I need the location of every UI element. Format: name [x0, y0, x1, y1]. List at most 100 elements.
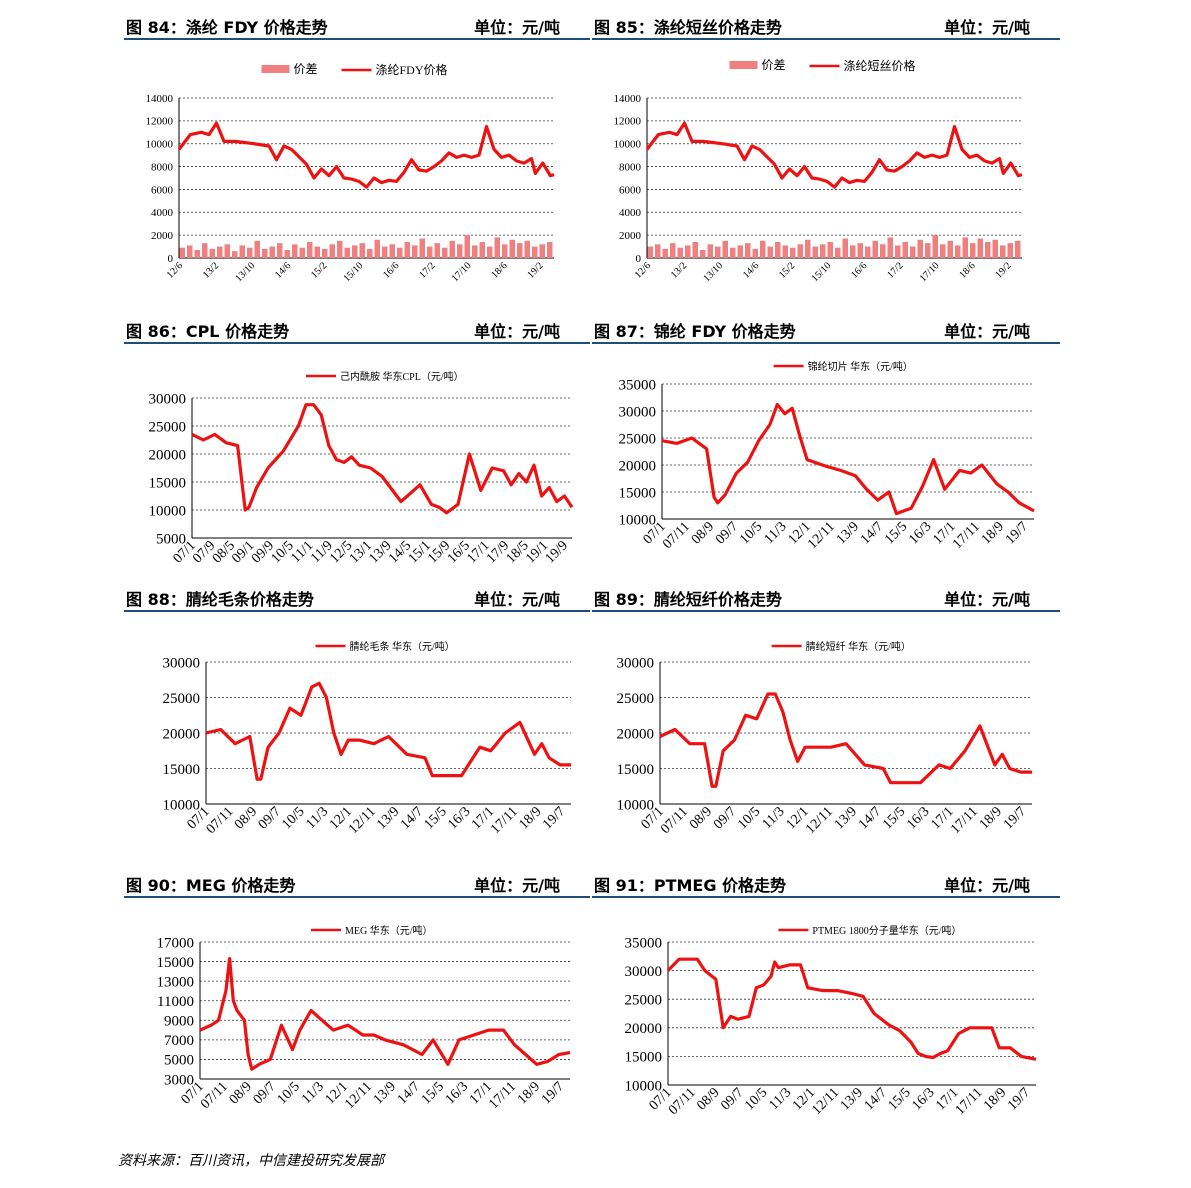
spread-bar [269, 246, 275, 258]
x-tick-label: 09/7 [713, 519, 741, 547]
x-tick-label: 07/11 [666, 1085, 699, 1118]
x-tick-label: 18/9 [977, 804, 1005, 832]
spread-bar [692, 242, 698, 258]
spread-bar [397, 247, 403, 258]
spread-bar [820, 244, 826, 258]
x-tick-label: 13/9 [371, 1079, 399, 1107]
panel-fig91: 图 91：PTMEG 价格走势 单位：元/吨 10000 15000 20000 25… [592, 870, 1060, 1142]
legend-label: 价差 [294, 62, 318, 76]
panel-fig87: 图 87：锦纶 FDY 价格走势 单位：元/吨 10000 15000 20000 2… [592, 316, 1060, 578]
x-tick-label: 14/7 [856, 804, 884, 832]
spread-bar [895, 245, 901, 258]
legend-label: 腈纶短纤 华东（元/吨） [806, 640, 911, 653]
x-tick-label: 08/9 [694, 1085, 722, 1113]
spread-bar [887, 237, 893, 258]
spread-bar [1000, 245, 1006, 258]
panel-title: 图 88：腈纶毛条价格走势 [126, 590, 314, 609]
spread-bar [337, 240, 343, 258]
x-tick-label: 15/2 [777, 260, 797, 280]
y-tick-label: 25000 [619, 431, 657, 447]
x-tick-label: 09/7 [711, 804, 739, 832]
x-tick-label: 12/11 [342, 1079, 375, 1112]
spread-bar [775, 242, 781, 258]
x-tick-label: 16/3 [904, 804, 932, 832]
x-tick-label: 13/2 [669, 260, 689, 280]
y-tick-label: 15000 [619, 485, 657, 501]
legend-label: 腈纶毛条 华东（元/吨） [350, 640, 455, 653]
spread-bar [737, 245, 743, 258]
spread-bar [329, 244, 335, 258]
spread-bar [412, 245, 418, 258]
x-tick-label: 10/5 [275, 1079, 303, 1107]
spread-bar [790, 247, 796, 258]
spread-bar [307, 242, 313, 258]
x-tick-label: 15/5 [422, 804, 450, 832]
spread-bar [955, 245, 961, 258]
x-tick-label: 17/11 [486, 1079, 519, 1112]
spread-bar [382, 246, 388, 258]
y-tick-label: 20000 [619, 458, 657, 474]
y-tick-label: 10000 [625, 1078, 663, 1094]
y-tick-label: 4000 [619, 207, 642, 219]
spread-bar [752, 248, 758, 258]
y-tick-label: 2000 [151, 230, 174, 242]
spread-bar [880, 244, 886, 258]
spread-bar [502, 244, 508, 258]
spread-bar [509, 239, 515, 258]
x-tick-label: 14/6 [273, 260, 293, 280]
spread-bar [254, 240, 260, 258]
chart-fig89: 100001500020000250003000007/107/1108/909… [617, 640, 1032, 837]
spread-bar [685, 245, 691, 258]
y-tick-label: 2000 [619, 230, 642, 242]
spread-bar [517, 243, 523, 258]
spread-bar [322, 248, 328, 258]
series-line [645, 121, 1023, 189]
x-tick-label: 07/11 [198, 1079, 231, 1112]
x-tick-label: 17/2 [417, 260, 437, 280]
spread-bar [359, 243, 365, 258]
spread-bar [842, 238, 848, 258]
spread-bar [805, 239, 811, 258]
panel-title: 图 89：腈纶短纤价格走势 [594, 590, 782, 609]
series-line [177, 121, 555, 189]
y-tick-label: 15000 [149, 475, 187, 491]
spread-bar [539, 244, 545, 258]
x-tick-label: 14/7 [858, 519, 886, 547]
legend-label: 涤纶短丝价格 [844, 58, 916, 73]
y-tick-label: 14000 [146, 93, 174, 105]
spread-bar [277, 243, 283, 258]
spread-bar [985, 242, 991, 258]
spread-bar [464, 235, 470, 258]
y-tick-label: 9000 [164, 1014, 194, 1030]
x-tick-label: 14/7 [862, 1085, 890, 1113]
y-tick-label: 3000 [164, 1072, 194, 1088]
x-tick-label: 10/5 [737, 519, 765, 547]
y-tick-label: 13000 [157, 974, 195, 990]
spread-bar [700, 250, 706, 258]
x-tick-label: 11/3 [760, 804, 788, 832]
x-tick-label: 17/11 [953, 1085, 986, 1118]
panel-fig85: 图 85：涤纶短丝价格走势 单位：元/吨 0 2000 4000 6000 8000 10… [592, 12, 1060, 302]
legend-label: 涤纶FDY价格 [376, 62, 448, 77]
spread-bar [427, 246, 433, 258]
chart-fig87: 10000150002000025000300003500007/107/110… [619, 360, 1035, 552]
panel-unit: 单位：元/吨 [474, 876, 560, 895]
x-tick-label: 08/9 [687, 804, 715, 832]
y-tick-label: 30000 [149, 391, 187, 407]
spread-bar [187, 245, 193, 258]
spread-bar [850, 245, 856, 258]
x-tick-label: 07/11 [658, 804, 691, 837]
x-tick-label: 14/7 [395, 1079, 423, 1107]
x-tick-label: 19/2 [993, 260, 1013, 280]
x-tick-label: 09/7 [251, 1079, 279, 1107]
y-tick-label: 11000 [157, 994, 194, 1010]
x-tick-label: 11/3 [303, 804, 331, 832]
legend-label: 价差 [762, 58, 786, 72]
spread-bar [262, 248, 268, 258]
legend-label: 锦纶切片 华东（元/吨） [808, 360, 913, 373]
panel-header: 图 89：腈纶短纤价格走势 单位：元/吨 [592, 584, 1060, 612]
y-tick-label: 20000 [617, 726, 655, 742]
y-tick-label: 8000 [619, 161, 642, 173]
